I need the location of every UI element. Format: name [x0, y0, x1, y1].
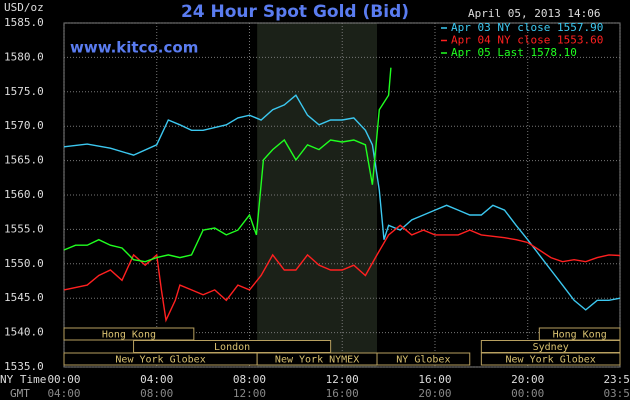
x-tick-label: 00:00	[47, 373, 80, 386]
y-axis-label: USD/oz	[4, 1, 44, 14]
highlight-band	[257, 23, 378, 367]
series-line	[63, 94, 621, 311]
session-label: New York NYMEX	[275, 355, 359, 366]
y-tick-label: 1535.0	[4, 360, 44, 373]
session-label: London	[214, 342, 250, 353]
x2-tick-label: 04:00	[47, 387, 80, 400]
y-tick-label: 1550.0	[4, 257, 44, 270]
session-box	[376, 352, 471, 366]
watermark: www.kitco.com	[70, 39, 198, 57]
session-box	[480, 352, 621, 366]
y-tick-label: 1540.0	[4, 326, 44, 339]
legend-label: Apr 05 Last 1578.10	[451, 46, 577, 59]
session-label: NY Globex	[396, 355, 450, 366]
y-tick-label: 1585.0	[4, 16, 44, 29]
legend-label: Apr 04 NY close 1553.60	[451, 34, 603, 47]
session-label: Sydney	[533, 342, 569, 353]
y-tick-label: 1570.0	[4, 119, 44, 132]
y-tick-label: 1555.0	[4, 222, 44, 235]
legend-label: Apr 03 NY close 1557.90	[451, 21, 603, 34]
x2-tick-label: 08:00	[140, 387, 173, 400]
y-tick-label: 1565.0	[4, 154, 44, 167]
series-line	[63, 67, 392, 263]
x-tick-label: 12:00	[326, 373, 359, 386]
timestamp: April 05, 2013 14:06	[468, 7, 600, 20]
session-label: New York Globex	[506, 355, 596, 366]
series-line	[63, 224, 621, 323]
y-tick-label: 1580.0	[4, 50, 44, 63]
x2-tick-label: 00:00	[511, 387, 544, 400]
chart-title: 24 Hour Spot Gold (Bid)	[181, 2, 409, 22]
x-tick-label: 04:00	[140, 373, 173, 386]
session-label: Hong Kong	[102, 330, 156, 341]
x-tick-label: 16:00	[418, 373, 451, 386]
session-box	[63, 327, 195, 341]
x2-axis-label: GMT	[10, 387, 30, 400]
y-tick-label: 1575.0	[4, 85, 44, 98]
x2-tick-label: 03:59	[603, 387, 630, 400]
x-tick-label: 08:00	[233, 373, 266, 386]
x-axis-label: NY Time	[0, 373, 46, 386]
x-tick-label: 20:00	[511, 373, 544, 386]
y-tick-label: 1545.0	[4, 291, 44, 304]
x2-tick-label: 20:00	[418, 387, 451, 400]
x2-tick-label: 12:00	[233, 387, 266, 400]
y-tick-label: 1560.0	[4, 188, 44, 201]
session-label: Hong Kong	[553, 330, 607, 341]
x2-tick-label: 16:00	[326, 387, 359, 400]
session-label: New York Globex	[115, 355, 205, 366]
x-tick-label: 23:59	[603, 373, 630, 386]
